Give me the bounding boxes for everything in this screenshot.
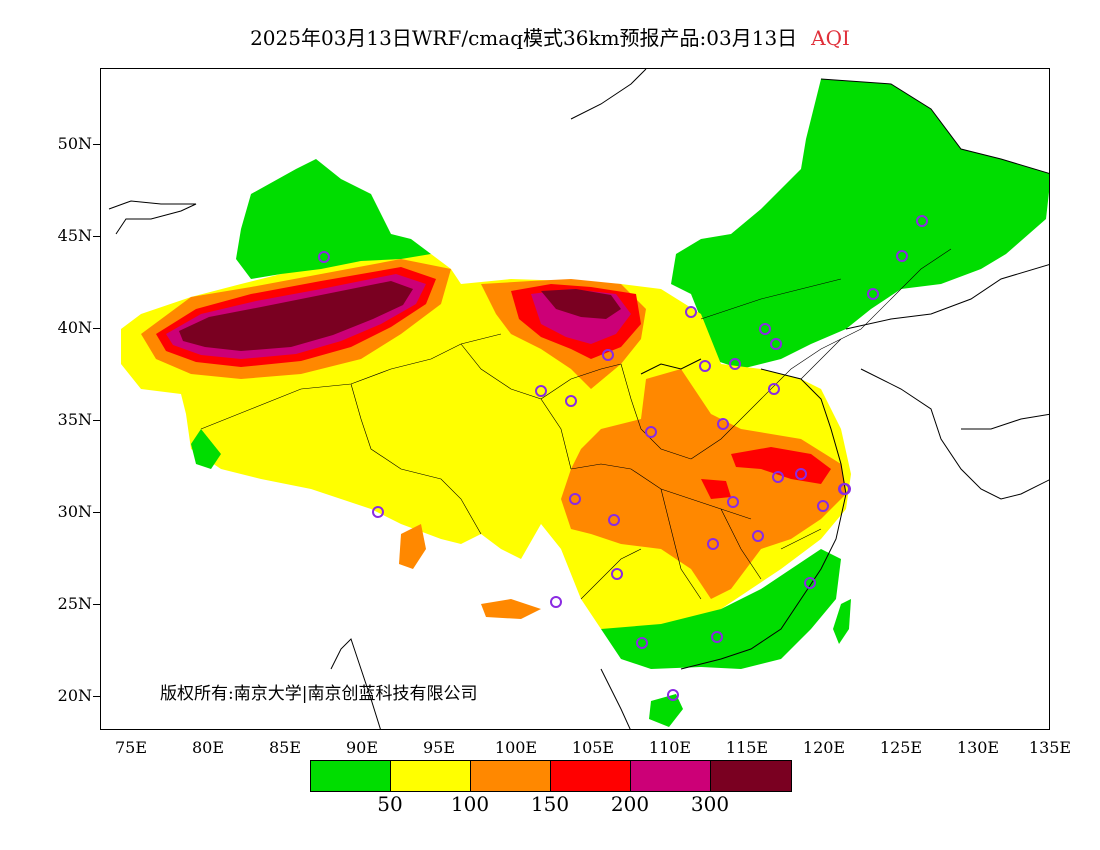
station-marker <box>569 493 581 505</box>
map-canvas <box>108 69 1049 729</box>
legend-swatch-0 <box>311 761 391 791</box>
lon-label-125e: 125E <box>879 738 923 757</box>
region-green-southwest <box>191 429 221 469</box>
station-marker <box>717 418 729 430</box>
region-orange-south-yunnan <box>481 599 541 619</box>
legend-label-100: 100 <box>450 792 490 816</box>
lon-label-115e: 115E <box>725 738 769 757</box>
lon-label-75e: 75E <box>114 738 148 757</box>
copyright-text: 版权所有:南京大学|南京创蓝科技有限公司 <box>160 684 478 704</box>
station-marker <box>611 568 623 580</box>
lon-label-105e: 105E <box>571 738 615 757</box>
station-marker <box>759 323 771 335</box>
lon-label-90e: 90E <box>345 738 379 757</box>
legend-label-200: 200 <box>610 792 650 816</box>
lon-label-80e: 80E <box>191 738 225 757</box>
lon-label-120e: 120E <box>802 738 846 757</box>
lat-label-20n: 20N <box>40 686 100 705</box>
station-marker <box>535 385 547 397</box>
station-marker <box>867 288 879 300</box>
lat-label-30n: 30N <box>40 502 100 521</box>
station-marker <box>729 358 741 370</box>
station-marker <box>565 395 577 407</box>
region-maroon-tarim <box>179 281 413 351</box>
station-marker <box>667 689 679 701</box>
color-legend <box>310 760 792 792</box>
lon-label-95e: 95E <box>422 738 456 757</box>
station-marker <box>770 338 782 350</box>
lon-label-135e: 135E <box>1028 738 1072 757</box>
coastline-lines <box>108 69 1049 729</box>
pollutant-label: AQI <box>811 26 850 50</box>
station-marker <box>916 215 928 227</box>
lat-label-50n: 50N <box>40 134 100 153</box>
island-taiwan <box>833 599 851 644</box>
lat-label-45n: 45N <box>40 226 100 245</box>
region-green-northwest <box>236 159 431 279</box>
legend-swatch-3 <box>551 761 631 791</box>
station-marker <box>727 496 739 508</box>
aqi-map <box>100 68 1050 730</box>
station-marker <box>318 251 330 263</box>
station-marker <box>645 426 657 438</box>
title-text: 2025年03月13日WRF/cmaq模式36km预报产品:03月13日 <box>250 26 798 50</box>
lat-label-35n: 35N <box>40 410 100 429</box>
legend-label-150: 150 <box>530 792 570 816</box>
lon-label-85e: 85E <box>268 738 302 757</box>
station-marker <box>804 577 816 589</box>
station-marker <box>699 360 711 372</box>
lon-label-130e: 130E <box>956 738 1000 757</box>
region-maroon-north <box>541 289 621 319</box>
station-marker <box>768 383 780 395</box>
region-orange-southwest <box>399 524 426 569</box>
station-markers <box>318 215 928 701</box>
legend-swatch-4 <box>631 761 711 791</box>
lat-label-25n: 25N <box>40 594 100 613</box>
lon-label-100e: 100E <box>494 738 538 757</box>
region-red-central <box>701 479 731 499</box>
lon-label-110e: 110E <box>648 738 692 757</box>
station-marker <box>711 631 723 643</box>
legend-swatch-1 <box>391 761 471 791</box>
station-marker <box>707 538 719 550</box>
station-marker <box>608 514 620 526</box>
lat-label-40n: 40N <box>40 318 100 337</box>
legend-swatch-5 <box>711 761 791 791</box>
station-marker <box>636 637 648 649</box>
station-marker <box>602 349 614 361</box>
station-marker <box>685 306 697 318</box>
legend-label-50: 50 <box>377 792 403 816</box>
station-marker <box>817 500 829 512</box>
station-marker <box>839 483 851 495</box>
station-marker <box>550 596 562 608</box>
region-green-south <box>601 549 841 669</box>
station-marker <box>896 250 908 262</box>
station-marker <box>752 530 764 542</box>
station-marker <box>372 506 384 518</box>
island-hainan <box>649 694 683 727</box>
region-green-northeast <box>671 79 1049 369</box>
map-title: 2025年03月13日WRF/cmaq模式36km预报产品:03月13日 AQI <box>0 22 1100 51</box>
legend-swatch-2 <box>471 761 551 791</box>
legend-label-300: 300 <box>690 792 730 816</box>
station-marker <box>795 468 807 480</box>
station-marker <box>772 471 784 483</box>
province-borders <box>200 248 952 600</box>
